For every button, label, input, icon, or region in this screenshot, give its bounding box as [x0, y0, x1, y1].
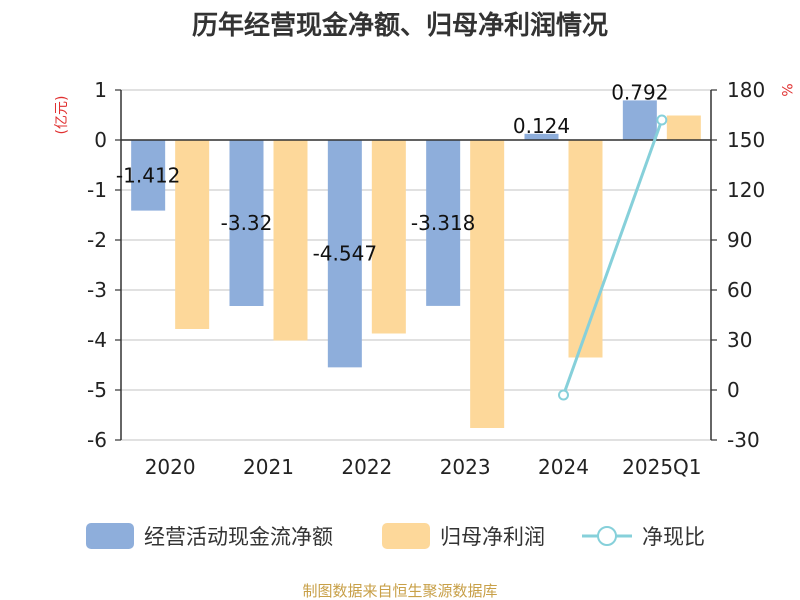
- right-tick-label: 30: [727, 328, 752, 352]
- left-tick-label: -3: [87, 278, 107, 302]
- cashflow-bar: [426, 140, 461, 306]
- legend-swatch-cashflow: [86, 523, 134, 549]
- cashflow-data-label: 0.124: [513, 114, 570, 138]
- net-profit-bar: [666, 115, 701, 140]
- ratio-line-path: [562, 119, 664, 396]
- legend-swatch-net-profit: [382, 523, 430, 549]
- right-tick-label: 180: [727, 78, 765, 102]
- legend-label-ratio: 净现比: [642, 525, 705, 549]
- left-tick-label: -6: [87, 428, 107, 452]
- chart-title: 历年经营现金净额、归母净利润情况: [192, 10, 608, 41]
- x-tick-label: 2025Q1: [622, 455, 701, 479]
- right-axis-unit: %: [778, 83, 794, 96]
- cashflow-bar: [622, 100, 657, 140]
- cashflow-data-label: -3.32: [221, 211, 273, 235]
- source-note: 制图数据来自恒生聚源数据库: [302, 582, 497, 600]
- right-tick-label: 90: [727, 228, 752, 252]
- net-profit-bar: [470, 140, 505, 428]
- right-tick-label: 0: [727, 378, 740, 402]
- cashflow-data-label: -4.547: [313, 242, 377, 266]
- x-tick-label: 2020: [145, 455, 196, 479]
- right-tick-label: 60: [727, 278, 752, 302]
- net-profit-bar: [175, 140, 210, 329]
- ticks: 1 0 -1 -2 -3 -4 -5 -6 180 150 120 90 60 30 0 -30 2020 202…: [87, 78, 765, 479]
- data-labels: -1.412 -3.32 -4.547 -3.318 0.124 0.792: [116, 80, 669, 265]
- x-tick-label: 2021: [243, 455, 294, 479]
- legend-label-net-profit: 归母净利润: [440, 525, 545, 549]
- net-profit-bar: [371, 140, 406, 334]
- net-profit-bar: [273, 140, 308, 341]
- left-axis-unit: (亿元): [54, 96, 70, 135]
- left-tick-label: -5: [87, 378, 107, 402]
- x-tick-label: 2024: [538, 455, 589, 479]
- cashflow-bar: [229, 140, 264, 306]
- right-tick-label: 120: [727, 178, 765, 202]
- left-tick-label: -1: [87, 178, 107, 202]
- cashflow-data-label: -1.412: [116, 163, 180, 187]
- cashflow-bar: [524, 133, 559, 140]
- cashflow-bar: [131, 140, 166, 211]
- legend-marker-ratio: [597, 526, 617, 546]
- left-tick-label: -4: [87, 328, 107, 352]
- bars: [131, 100, 701, 428]
- left-tick-label: 0: [94, 128, 107, 152]
- cashflow-bar: [327, 140, 362, 368]
- x-tick-label: 2022: [341, 455, 392, 479]
- right-tick-label: -30: [727, 428, 760, 452]
- left-tick-label: -2: [87, 228, 107, 252]
- ratio-line: [558, 114, 668, 401]
- cashflow-data-label: -3.318: [411, 211, 475, 235]
- right-tick-label: 150: [727, 128, 765, 152]
- legend-label-cashflow: 经营活动现金流净额: [144, 525, 333, 549]
- ratio-point: [558, 389, 569, 401]
- left-tick-label: 1: [94, 78, 107, 102]
- legend[interactable]: 经营活动现金流净额 归母净利润 净现比: [86, 523, 705, 549]
- x-tick-label: 2023: [440, 455, 491, 479]
- net-profit-bar: [568, 140, 603, 358]
- ratio-point: [656, 114, 668, 126]
- axes: [120, 90, 712, 440]
- cashflow-data-label: 0.792: [611, 80, 668, 104]
- gridlines: [121, 89, 711, 441]
